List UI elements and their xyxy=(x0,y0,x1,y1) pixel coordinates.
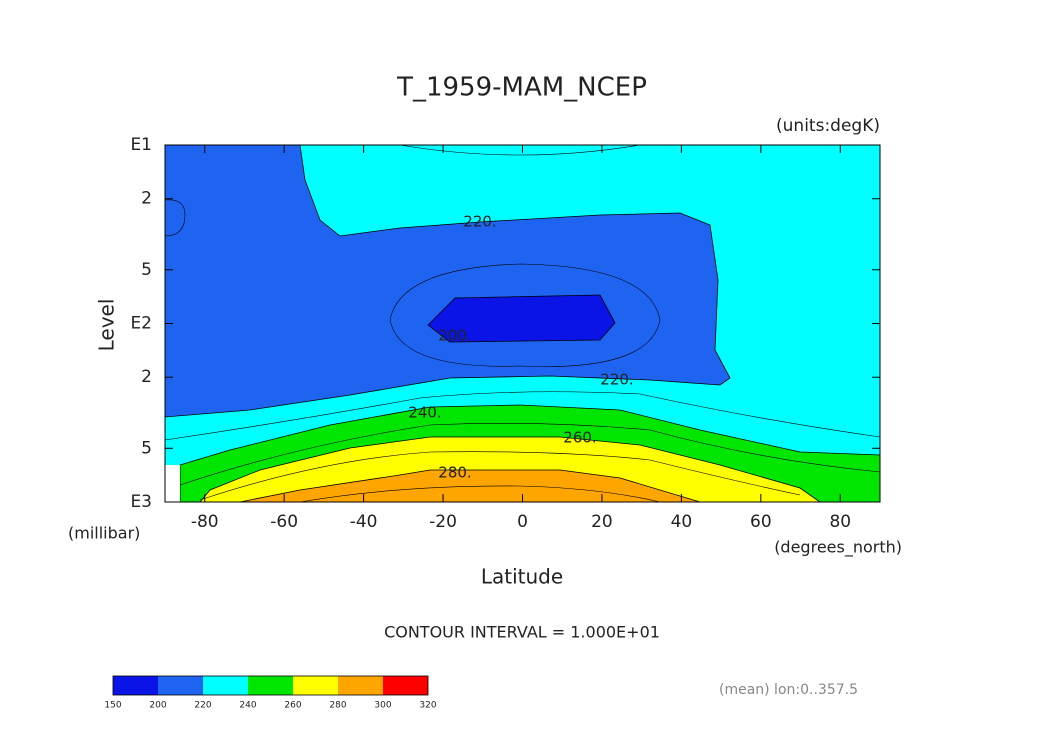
contour-line xyxy=(179,423,881,486)
contour-label: 280. xyxy=(438,464,471,482)
x-tick-label: -40 xyxy=(350,512,378,532)
x-tick-label: 80 xyxy=(829,512,851,532)
y-tick-label: 2 xyxy=(141,189,152,209)
contour-label: 260. xyxy=(563,429,596,447)
y-tick-label: 5 xyxy=(141,260,152,280)
contour-line xyxy=(399,144,641,156)
contour-label: 220. xyxy=(600,371,633,389)
contour-line xyxy=(164,391,881,441)
x-tick-label: -20 xyxy=(429,512,457,532)
y-tick-label: 5 xyxy=(141,438,152,458)
contour-line xyxy=(199,451,801,501)
colorbar-swatch xyxy=(248,676,293,695)
colorbar-swatch xyxy=(158,676,203,695)
x-tick-label: -80 xyxy=(191,512,219,532)
x-tick-label: 20 xyxy=(591,512,613,532)
x-tick-label: 40 xyxy=(671,512,693,532)
colorbar-frame xyxy=(112,675,429,696)
contour-band xyxy=(427,294,616,343)
x-axis-label: Latitude xyxy=(481,565,563,589)
colorbar-label: 260 xyxy=(284,701,301,711)
y-tick-label: E2 xyxy=(130,314,152,334)
contour-note: CONTOUR INTERVAL = 1.000E+01 xyxy=(384,623,660,642)
colorbar-swatch xyxy=(113,676,158,695)
colorbar-label: 300 xyxy=(374,701,391,711)
colorbar-label: 280 xyxy=(329,701,346,711)
contour-line xyxy=(164,199,186,237)
contour-label: 220. xyxy=(463,213,496,231)
contour-label: 200. xyxy=(438,327,471,345)
colorbar-swatch xyxy=(383,676,428,695)
colorbar-swatch xyxy=(293,676,338,695)
contour-line xyxy=(299,485,661,503)
y-tick-label: 2 xyxy=(141,367,152,387)
colorbar-label: 240 xyxy=(239,701,256,711)
contour-label: 240. xyxy=(408,404,441,422)
colorbar-label: 150 xyxy=(104,701,121,711)
x-tick-label: -60 xyxy=(270,512,298,532)
units-label: (units:degK) xyxy=(776,116,880,136)
y-axis-label: Level xyxy=(95,299,119,352)
y-units: (millibar) xyxy=(68,524,140,543)
y-tick-label: E1 xyxy=(130,135,152,155)
colorbar-swatch xyxy=(338,676,383,695)
contour-line xyxy=(389,263,661,367)
colorbar-swatch xyxy=(203,676,248,695)
footer-note: (mean) lon:0..357.5 xyxy=(719,682,858,698)
missing-data xyxy=(165,465,180,502)
y-tick-label: E3 xyxy=(130,492,152,512)
chart-title: T_1959-MAM_NCEP xyxy=(396,73,647,103)
contour-band xyxy=(164,144,731,418)
colorbar-label: 220 xyxy=(194,701,211,711)
x-tick-label: 60 xyxy=(750,512,772,532)
colorbar-label: 200 xyxy=(149,701,166,711)
x-tick-label: 0 xyxy=(517,512,528,532)
x-units: (degrees_north) xyxy=(774,538,902,558)
colorbar-label: 320 xyxy=(419,701,436,711)
